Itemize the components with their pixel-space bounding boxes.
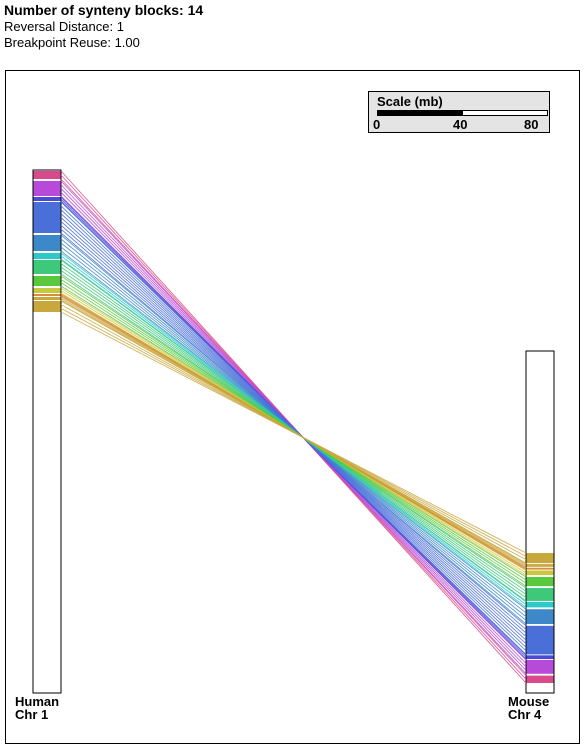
mouse-block-8 [526, 570, 554, 576]
scale-tick-40: 40 [453, 117, 468, 132]
left-chromosome-label: Human Chr 1 [15, 694, 60, 722]
human-block-11 [33, 301, 61, 312]
human-block-8 [33, 288, 61, 293]
synteny-panel: Scale (mb) 0 40 80 Human Chr 1 Mouse Chr… [5, 70, 580, 744]
mouse-block-6 [526, 588, 554, 601]
synteny-blocks-line: Number of synteny blocks: 14 [4, 2, 204, 18]
human-block-2 [33, 197, 61, 201]
summary-header: Number of synteny blocks: 14 Reversal Di… [4, 2, 203, 51]
human-block-4 [33, 235, 61, 251]
scale-bar-fill [378, 111, 463, 115]
mouse-block-5 [526, 601, 554, 608]
breakpoint-reuse-value: 1.00 [114, 35, 140, 50]
scale-bar [377, 110, 548, 116]
scale-tick-0: 0 [373, 117, 381, 132]
synteny-link-49 [60, 311, 527, 554]
scale-tick-80: 80 [524, 117, 539, 132]
mouse-block-7 [526, 576, 554, 587]
synteny-blocks-value: 14 [187, 2, 204, 18]
human-block-10 [33, 297, 61, 300]
right-chromosome-label: Mouse Chr 4 [508, 694, 550, 722]
mouse-block-10 [526, 564, 554, 567]
mouse-block-9 [526, 567, 554, 570]
synteny-diagram [32, 169, 555, 694]
mouse-block-4 [526, 609, 554, 624]
reversal-distance-value: 1 [116, 19, 124, 34]
mouse-block-1 [526, 659, 554, 674]
human-block-5 [33, 253, 61, 259]
human-block-3 [33, 202, 61, 233]
scale-legend: Scale (mb) 0 40 80 [368, 91, 550, 133]
human-block-7 [33, 276, 61, 286]
human-block-0 [33, 171, 61, 179]
mouse-block-3 [526, 625, 554, 655]
human-block-1 [33, 181, 61, 196]
breakpoint-reuse-line: Breakpoint Reuse: 1.00 [4, 35, 140, 50]
mouse-block-0 [526, 675, 554, 683]
mouse-block-2 [526, 655, 554, 660]
mouse-block-11 [526, 553, 554, 564]
human-block-6 [33, 260, 61, 274]
scale-title: Scale (mb) [377, 94, 443, 109]
reversal-distance-line: Reversal Distance: 1 [4, 19, 124, 34]
human-block-9 [33, 294, 61, 296]
